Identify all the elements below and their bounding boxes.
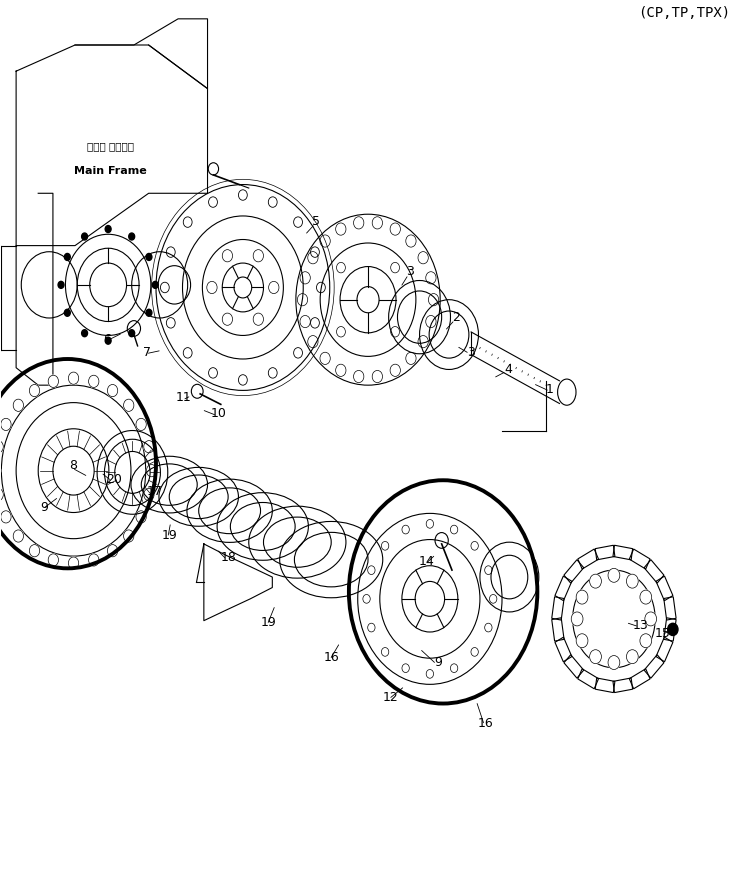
Text: 5: 5 bbox=[313, 214, 321, 228]
Circle shape bbox=[48, 375, 58, 388]
Bar bbox=[578, 668, 599, 689]
Bar bbox=[630, 549, 650, 569]
Circle shape bbox=[0, 441, 3, 453]
Bar bbox=[656, 637, 673, 662]
Circle shape bbox=[107, 384, 118, 396]
Text: 12: 12 bbox=[382, 691, 398, 704]
Bar bbox=[630, 668, 650, 689]
Circle shape bbox=[58, 282, 64, 289]
Circle shape bbox=[129, 233, 134, 240]
Bar bbox=[595, 545, 615, 560]
Bar bbox=[564, 654, 584, 678]
Text: 9: 9 bbox=[434, 656, 442, 669]
Circle shape bbox=[146, 254, 152, 261]
Circle shape bbox=[146, 309, 152, 316]
Circle shape bbox=[69, 557, 78, 570]
Circle shape bbox=[640, 634, 652, 648]
Circle shape bbox=[123, 530, 134, 542]
Circle shape bbox=[590, 574, 602, 588]
Circle shape bbox=[64, 254, 70, 261]
Circle shape bbox=[89, 375, 99, 388]
Bar bbox=[664, 618, 676, 641]
Bar bbox=[552, 618, 564, 641]
Circle shape bbox=[13, 399, 24, 411]
Circle shape bbox=[105, 226, 111, 233]
Text: 3: 3 bbox=[467, 346, 475, 359]
Circle shape bbox=[576, 590, 588, 604]
Text: 4: 4 bbox=[504, 363, 512, 376]
Circle shape bbox=[13, 530, 24, 542]
Text: 18: 18 bbox=[220, 551, 236, 564]
Text: 6: 6 bbox=[103, 333, 111, 346]
Circle shape bbox=[590, 650, 602, 663]
Circle shape bbox=[627, 574, 638, 588]
Circle shape bbox=[608, 655, 620, 669]
Text: 17: 17 bbox=[146, 485, 163, 498]
Text: 3: 3 bbox=[406, 265, 414, 278]
Polygon shape bbox=[204, 544, 272, 620]
Text: 20: 20 bbox=[106, 473, 122, 486]
Bar bbox=[644, 560, 664, 583]
Text: 1: 1 bbox=[546, 383, 554, 396]
Bar bbox=[613, 678, 633, 693]
Circle shape bbox=[1, 511, 11, 523]
Circle shape bbox=[0, 488, 3, 500]
Text: 2: 2 bbox=[452, 311, 460, 324]
Circle shape bbox=[152, 282, 158, 289]
Text: 10: 10 bbox=[211, 407, 227, 420]
Text: 13: 13 bbox=[633, 619, 648, 632]
Polygon shape bbox=[75, 19, 208, 88]
Circle shape bbox=[123, 399, 134, 411]
Circle shape bbox=[667, 623, 678, 635]
Circle shape bbox=[48, 554, 58, 566]
Circle shape bbox=[107, 544, 118, 556]
Circle shape bbox=[627, 650, 638, 663]
Circle shape bbox=[81, 330, 87, 337]
Circle shape bbox=[640, 590, 652, 604]
Circle shape bbox=[571, 612, 583, 626]
Circle shape bbox=[146, 465, 157, 477]
Polygon shape bbox=[16, 193, 53, 385]
Circle shape bbox=[608, 569, 620, 582]
Circle shape bbox=[105, 337, 111, 344]
Bar bbox=[578, 549, 599, 569]
Text: メイン フレーム: メイン フレーム bbox=[87, 142, 134, 151]
Circle shape bbox=[136, 418, 146, 430]
Text: 19: 19 bbox=[261, 616, 276, 629]
Text: 11: 11 bbox=[176, 391, 192, 404]
Bar bbox=[664, 597, 676, 620]
Bar bbox=[595, 678, 615, 693]
Text: Main Frame: Main Frame bbox=[74, 166, 147, 176]
Circle shape bbox=[69, 372, 78, 384]
Text: 14: 14 bbox=[419, 555, 435, 568]
Text: (CP,TP,TPX): (CP,TP,TPX) bbox=[638, 6, 730, 20]
Polygon shape bbox=[16, 45, 208, 246]
Text: 16: 16 bbox=[478, 718, 494, 730]
Circle shape bbox=[144, 441, 154, 453]
Circle shape bbox=[129, 330, 134, 337]
Text: 16: 16 bbox=[324, 651, 339, 664]
Bar bbox=[644, 654, 664, 678]
Bar bbox=[552, 597, 564, 620]
Text: 7: 7 bbox=[143, 346, 151, 359]
Circle shape bbox=[136, 511, 146, 523]
Text: 19: 19 bbox=[161, 528, 177, 542]
Bar bbox=[555, 637, 572, 662]
Circle shape bbox=[30, 544, 40, 556]
Text: 9: 9 bbox=[40, 500, 48, 514]
Text: 15: 15 bbox=[655, 627, 670, 640]
Bar bbox=[564, 560, 584, 583]
Circle shape bbox=[64, 309, 70, 316]
Circle shape bbox=[1, 418, 11, 430]
Circle shape bbox=[576, 634, 588, 648]
Circle shape bbox=[645, 612, 657, 626]
Text: 8: 8 bbox=[69, 458, 78, 472]
Bar bbox=[656, 576, 673, 601]
Bar bbox=[555, 576, 572, 601]
Bar bbox=[613, 545, 633, 560]
Circle shape bbox=[89, 554, 99, 566]
Circle shape bbox=[30, 384, 40, 396]
Circle shape bbox=[144, 488, 154, 500]
Circle shape bbox=[81, 233, 87, 240]
